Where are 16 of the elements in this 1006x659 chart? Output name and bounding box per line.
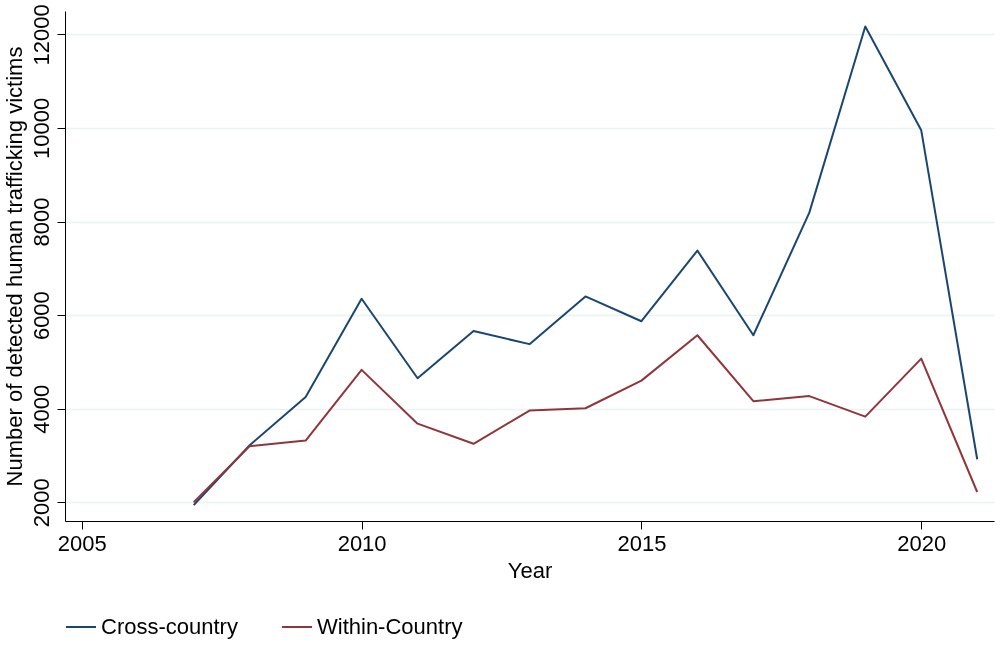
x-tick-label: 2005 bbox=[57, 530, 107, 556]
y-tick-label: 8000 bbox=[28, 197, 54, 247]
y-tick-label: 6000 bbox=[28, 291, 54, 341]
y-tick-label: 2000 bbox=[28, 478, 54, 528]
x-tick-label: 2020 bbox=[897, 530, 947, 556]
legend-label: Within-Country bbox=[317, 614, 463, 639]
x-axis-title: Year bbox=[507, 557, 553, 583]
y-axis-title: Number of detected human trafficking victims bbox=[1, 46, 27, 487]
x-tick-label: 2010 bbox=[337, 530, 387, 556]
y-tick-label: 12000 bbox=[28, 4, 54, 66]
y-tick-label: 4000 bbox=[28, 384, 54, 434]
line-series bbox=[192, 25, 979, 507]
y-tick-label: 10000 bbox=[28, 97, 54, 160]
x-tick-label: 2015 bbox=[617, 530, 667, 556]
line-series bbox=[192, 334, 979, 504]
legend-label: Cross-country bbox=[101, 614, 238, 639]
